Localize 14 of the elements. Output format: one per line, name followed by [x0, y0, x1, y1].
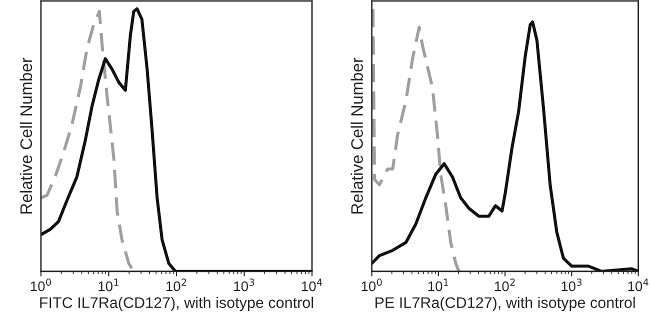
x-tick-label: 10$^{1}$ — [98, 278, 118, 292]
x-axis-title: FITC IL7Ra(CD127), with isotype control — [40, 296, 314, 312]
y-axis-title: Relative Cell Number — [20, 58, 32, 214]
x-tick-label: 10$^{2}$ — [166, 278, 186, 292]
x-tick-label: 10$^{3}$ — [562, 278, 582, 292]
x-tick-label: 10$^{0}$ — [362, 278, 382, 292]
y-axis-title: Relative Cell Number — [350, 58, 363, 214]
x-tick-label: 10$^{4}$ — [302, 278, 322, 292]
x-tick-label: 10$^{1}$ — [428, 278, 448, 292]
x-tick-label: 10$^{3}$ — [234, 278, 254, 292]
x-tick-label: 10$^{2}$ — [495, 278, 515, 292]
x-tick-label: 10$^{0}$ — [30, 278, 51, 292]
x-tick-label: 10$^{4}$ — [628, 278, 648, 292]
x-axis-title: PE IL7Ra(CD127), with isotype control — [376, 296, 635, 312]
